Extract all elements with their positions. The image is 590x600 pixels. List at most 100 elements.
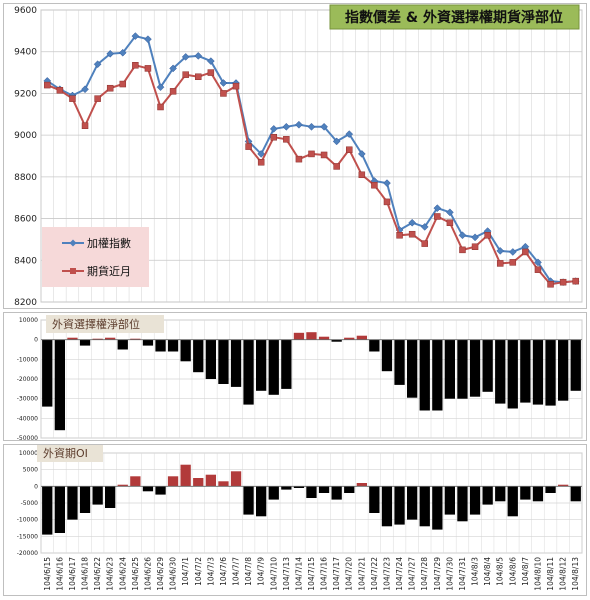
bottom-chart-bar xyxy=(344,486,355,493)
y-tick-label: 8800 xyxy=(14,173,37,183)
y-tick-label: 9200 xyxy=(14,89,37,99)
bottom-chart-bar xyxy=(520,486,531,500)
middle-chart-bar xyxy=(432,339,443,411)
legend-label-2: 期貨近月 xyxy=(87,264,131,278)
series-1-point xyxy=(295,120,303,129)
middle-panel-frame xyxy=(3,312,587,441)
series-1-point xyxy=(357,150,366,158)
series-2-point xyxy=(446,219,454,226)
chart-title: 指數價差 & 外資選擇權期貨淨部位 xyxy=(345,9,563,26)
series-2-point xyxy=(69,95,76,102)
series-2-point xyxy=(559,278,567,286)
x-tick-label: 104/8/7 xyxy=(521,557,530,586)
bottom-chart-bar xyxy=(155,486,166,495)
series-2-point xyxy=(144,65,152,72)
bottom-chart-bar xyxy=(117,484,128,487)
middle-chart-bar xyxy=(243,339,254,405)
middle-chart-title: 外資選擇權淨部位 xyxy=(52,317,140,331)
series-1-point xyxy=(106,49,115,58)
x-tick-label: 104/7/24 xyxy=(395,557,404,591)
middle-chart-bar xyxy=(167,339,179,352)
x-tick-label: 104/6/23 xyxy=(106,557,115,591)
series-1-point xyxy=(458,231,467,240)
bottom-chart-bar xyxy=(180,464,191,487)
bottom-chart-bar xyxy=(67,486,78,520)
middle-chart-bar xyxy=(180,339,191,362)
y-tick-label: 8600 xyxy=(14,215,37,225)
y-tick-label: -50000 xyxy=(17,435,38,442)
series-1-point xyxy=(144,35,152,44)
x-tick-label: 104/7/17 xyxy=(332,557,341,591)
y-tick-label: 9400 xyxy=(14,48,37,58)
middle-chart-bar xyxy=(469,339,481,397)
series-2-point xyxy=(283,136,290,143)
bottom-chart-bar xyxy=(306,486,317,498)
series-2-point xyxy=(396,232,403,239)
middle-chart-title-box xyxy=(46,315,164,333)
x-tick-label: 104/6/16 xyxy=(55,557,64,591)
series-1-point xyxy=(420,223,429,231)
y-tick-label: -5000 xyxy=(21,500,39,507)
x-tick-label: 104/8/11 xyxy=(546,557,555,591)
series-2-point xyxy=(182,71,189,78)
bottom-chart-bar xyxy=(293,486,305,488)
series-1-point xyxy=(320,122,328,131)
series-1-point xyxy=(307,122,316,131)
bottom-chart-bar xyxy=(558,484,569,487)
series-2-point xyxy=(195,73,202,80)
bottom-chart-bar xyxy=(545,486,556,493)
series-2-point xyxy=(572,277,579,285)
chart-title-box xyxy=(329,4,580,30)
middle-chart-bar xyxy=(558,339,569,401)
bottom-chart-bar xyxy=(42,486,53,535)
y-tick-label: -20000 xyxy=(17,376,38,383)
x-tick-label: 104/6/18 xyxy=(81,557,90,591)
middle-chart-bar xyxy=(67,337,78,340)
middle-chart-bar xyxy=(369,339,380,352)
series-1-point xyxy=(269,125,278,133)
x-tick-label: 104/8/10 xyxy=(533,557,542,591)
series-1-point xyxy=(93,60,102,69)
bottom-chart-bar xyxy=(419,486,430,527)
middle-chart-bar xyxy=(520,339,531,403)
series-2-point xyxy=(459,246,466,254)
series-2-point xyxy=(207,69,215,76)
x-tick-label: 104/6/15 xyxy=(43,557,52,591)
series-1-point xyxy=(433,204,442,212)
y-tick-label: -10000 xyxy=(17,356,38,363)
x-tick-label: 104/7/14 xyxy=(294,557,303,591)
series-1-point xyxy=(282,122,291,131)
middle-chart-bar xyxy=(130,338,141,340)
series-2-point xyxy=(169,88,177,95)
y-tick-label: 9000 xyxy=(14,131,37,141)
x-tick-label: 104/7/20 xyxy=(345,557,354,591)
series-1-point xyxy=(219,79,228,87)
series-2-point xyxy=(308,150,315,158)
bottom-chart-bar xyxy=(482,486,493,505)
middle-chart-bar xyxy=(92,338,103,340)
bottom-chart-bar xyxy=(167,476,179,487)
bottom-panel-frame xyxy=(3,444,587,596)
series-2-point xyxy=(421,240,428,247)
middle-chart-bar xyxy=(79,339,91,346)
x-tick-label: 104/7/6 xyxy=(219,557,228,586)
series-2-point xyxy=(496,260,504,267)
y-tick-label: -15000 xyxy=(17,533,38,540)
x-tick-label: 104/6/26 xyxy=(143,557,152,591)
middle-chart-bar xyxy=(256,339,267,391)
x-tick-label: 104/6/29 xyxy=(156,557,165,591)
series-2-point xyxy=(106,84,114,92)
x-tick-label: 104/8/13 xyxy=(571,557,580,591)
series-1-point xyxy=(169,64,177,73)
bottom-chart-bar xyxy=(432,486,443,530)
bottom-chart-bar xyxy=(230,471,242,487)
x-tick-label: 104/6/24 xyxy=(118,557,127,591)
middle-chart-bar xyxy=(142,339,154,346)
x-tick-label: 104/7/27 xyxy=(408,557,417,591)
series-2-point xyxy=(434,213,441,220)
series-1-point xyxy=(206,57,215,65)
middle-chart-bar xyxy=(218,339,229,384)
series-2-point xyxy=(333,163,340,170)
